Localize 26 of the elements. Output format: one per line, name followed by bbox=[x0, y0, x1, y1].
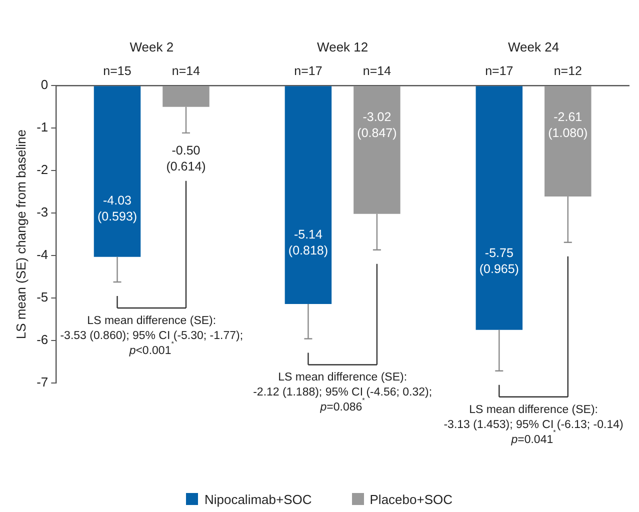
y-tick-label: -3 bbox=[36, 204, 48, 220]
y-tick-label: 0 bbox=[40, 77, 48, 92]
text: n=17 bbox=[294, 64, 322, 78]
data-label: -2.61 (1.080) bbox=[548, 110, 588, 140]
y-tick-label: -7 bbox=[36, 374, 48, 390]
text: n=17 bbox=[485, 64, 514, 78]
y-axis-title: LS mean (SE) change from baseline bbox=[13, 130, 28, 340]
text: n=15 bbox=[103, 64, 132, 78]
data-label: -5.14 (0.818) bbox=[288, 227, 328, 258]
text: n=14 bbox=[362, 64, 392, 78]
data-label: -5.75 (0.965) bbox=[479, 246, 519, 276]
text: n=12 bbox=[554, 64, 582, 78]
x-tick-label: Week 12 bbox=[317, 39, 368, 54]
y-tick-label: -4 bbox=[36, 247, 48, 262]
x-tick-label: Week 2 bbox=[130, 39, 174, 54]
x-tick-label: Week 24 bbox=[508, 39, 560, 54]
data-label: -3.02 (0.847) bbox=[357, 110, 397, 140]
data-label: -0.50 (0.614) bbox=[166, 143, 206, 174]
y-tick-label: -1 bbox=[36, 120, 48, 135]
y-tick-label: -2 bbox=[36, 162, 48, 178]
y-tick-label: -5 bbox=[36, 290, 48, 305]
y-tick-label: -6 bbox=[36, 332, 48, 348]
text: n=14 bbox=[172, 64, 200, 78]
legend-label: Placebo+SOC bbox=[370, 492, 453, 507]
legend-label: Nipocalimab+SOC bbox=[204, 492, 312, 507]
data-label: -4.03 (0.593) bbox=[97, 193, 138, 224]
